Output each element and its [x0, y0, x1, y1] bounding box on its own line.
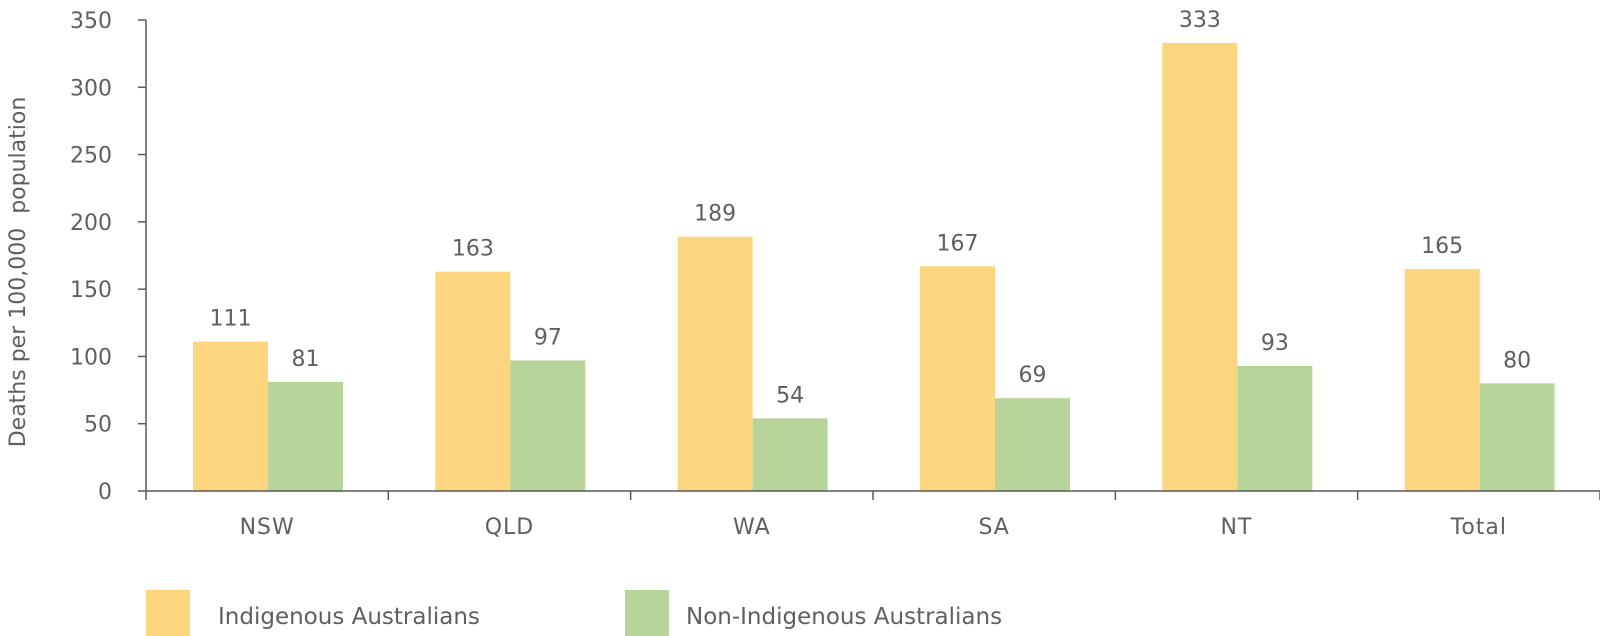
value-labels-group: 111 163 189 167 333 165 81 97 54 69 93 80 — [210, 8, 1532, 408]
bar-indigenous — [1404, 268, 1480, 491]
legend-label-non-indigenous: Non-Indigenous Australians — [686, 604, 1002, 630]
x-tick-label: Total — [1450, 515, 1507, 540]
y-axis-title: Deaths per 100,000 population — [6, 97, 31, 448]
data-label-indigenous: 167 — [937, 231, 979, 256]
x-tick-label: QLD — [485, 515, 535, 540]
y-ticks-group: 0 50 100 150 200 250 300 350 — [70, 9, 146, 505]
bar-indigenous — [920, 266, 995, 491]
bar-indigenous — [193, 341, 268, 491]
data-label-non-indigenous: 69 — [1019, 363, 1047, 388]
legend-label-indigenous: Indigenous Australians — [218, 604, 480, 630]
legend: Indigenous Australians Non-Indigenous Au… — [146, 590, 1002, 636]
x-ticks-group: NSW QLD WA SA NT Total — [145, 491, 1600, 540]
data-label-non-indigenous: 54 — [776, 383, 804, 408]
bar-non-indigenous — [752, 418, 828, 491]
x-tick-label: NSW — [240, 515, 295, 540]
x-tick-label: NT — [1221, 515, 1253, 540]
bar-indigenous — [677, 236, 753, 491]
y-tick-label: 100 — [70, 345, 112, 370]
data-label-non-indigenous: 80 — [1503, 348, 1531, 373]
bar-non-indigenous — [995, 398, 1070, 491]
data-label-non-indigenous: 81 — [292, 347, 320, 372]
axes-group — [145, 20, 1600, 492]
x-tick-label: SA — [978, 515, 1009, 540]
data-label-indigenous: 163 — [452, 237, 494, 262]
x-tick-label: WA — [733, 515, 771, 540]
data-label-indigenous: 333 — [1179, 8, 1221, 33]
bar-non-indigenous — [1237, 365, 1313, 491]
y-tick-label: 300 — [70, 76, 112, 101]
bar-indigenous — [1162, 42, 1238, 492]
legend-swatch-indigenous — [146, 590, 190, 636]
bar-indigenous — [435, 271, 511, 491]
data-label-indigenous: 165 — [1421, 234, 1463, 259]
bar-non-indigenous — [1479, 383, 1555, 491]
y-tick-label: 250 — [70, 144, 112, 169]
y-tick-label: 350 — [70, 9, 112, 34]
data-label-non-indigenous: 97 — [534, 325, 562, 350]
y-tick-label: 0 — [98, 480, 112, 505]
bar-non-indigenous — [268, 381, 343, 491]
data-label-non-indigenous: 93 — [1261, 331, 1289, 356]
bars-group — [193, 42, 1555, 492]
y-tick-label: 150 — [70, 278, 112, 303]
data-label-indigenous: 189 — [694, 202, 736, 227]
legend-swatch-non-indigenous — [625, 590, 669, 636]
y-tick-label: 200 — [70, 211, 112, 236]
data-label-indigenous: 111 — [210, 307, 252, 332]
bar-non-indigenous — [510, 360, 586, 491]
y-tick-label: 50 — [84, 413, 112, 438]
